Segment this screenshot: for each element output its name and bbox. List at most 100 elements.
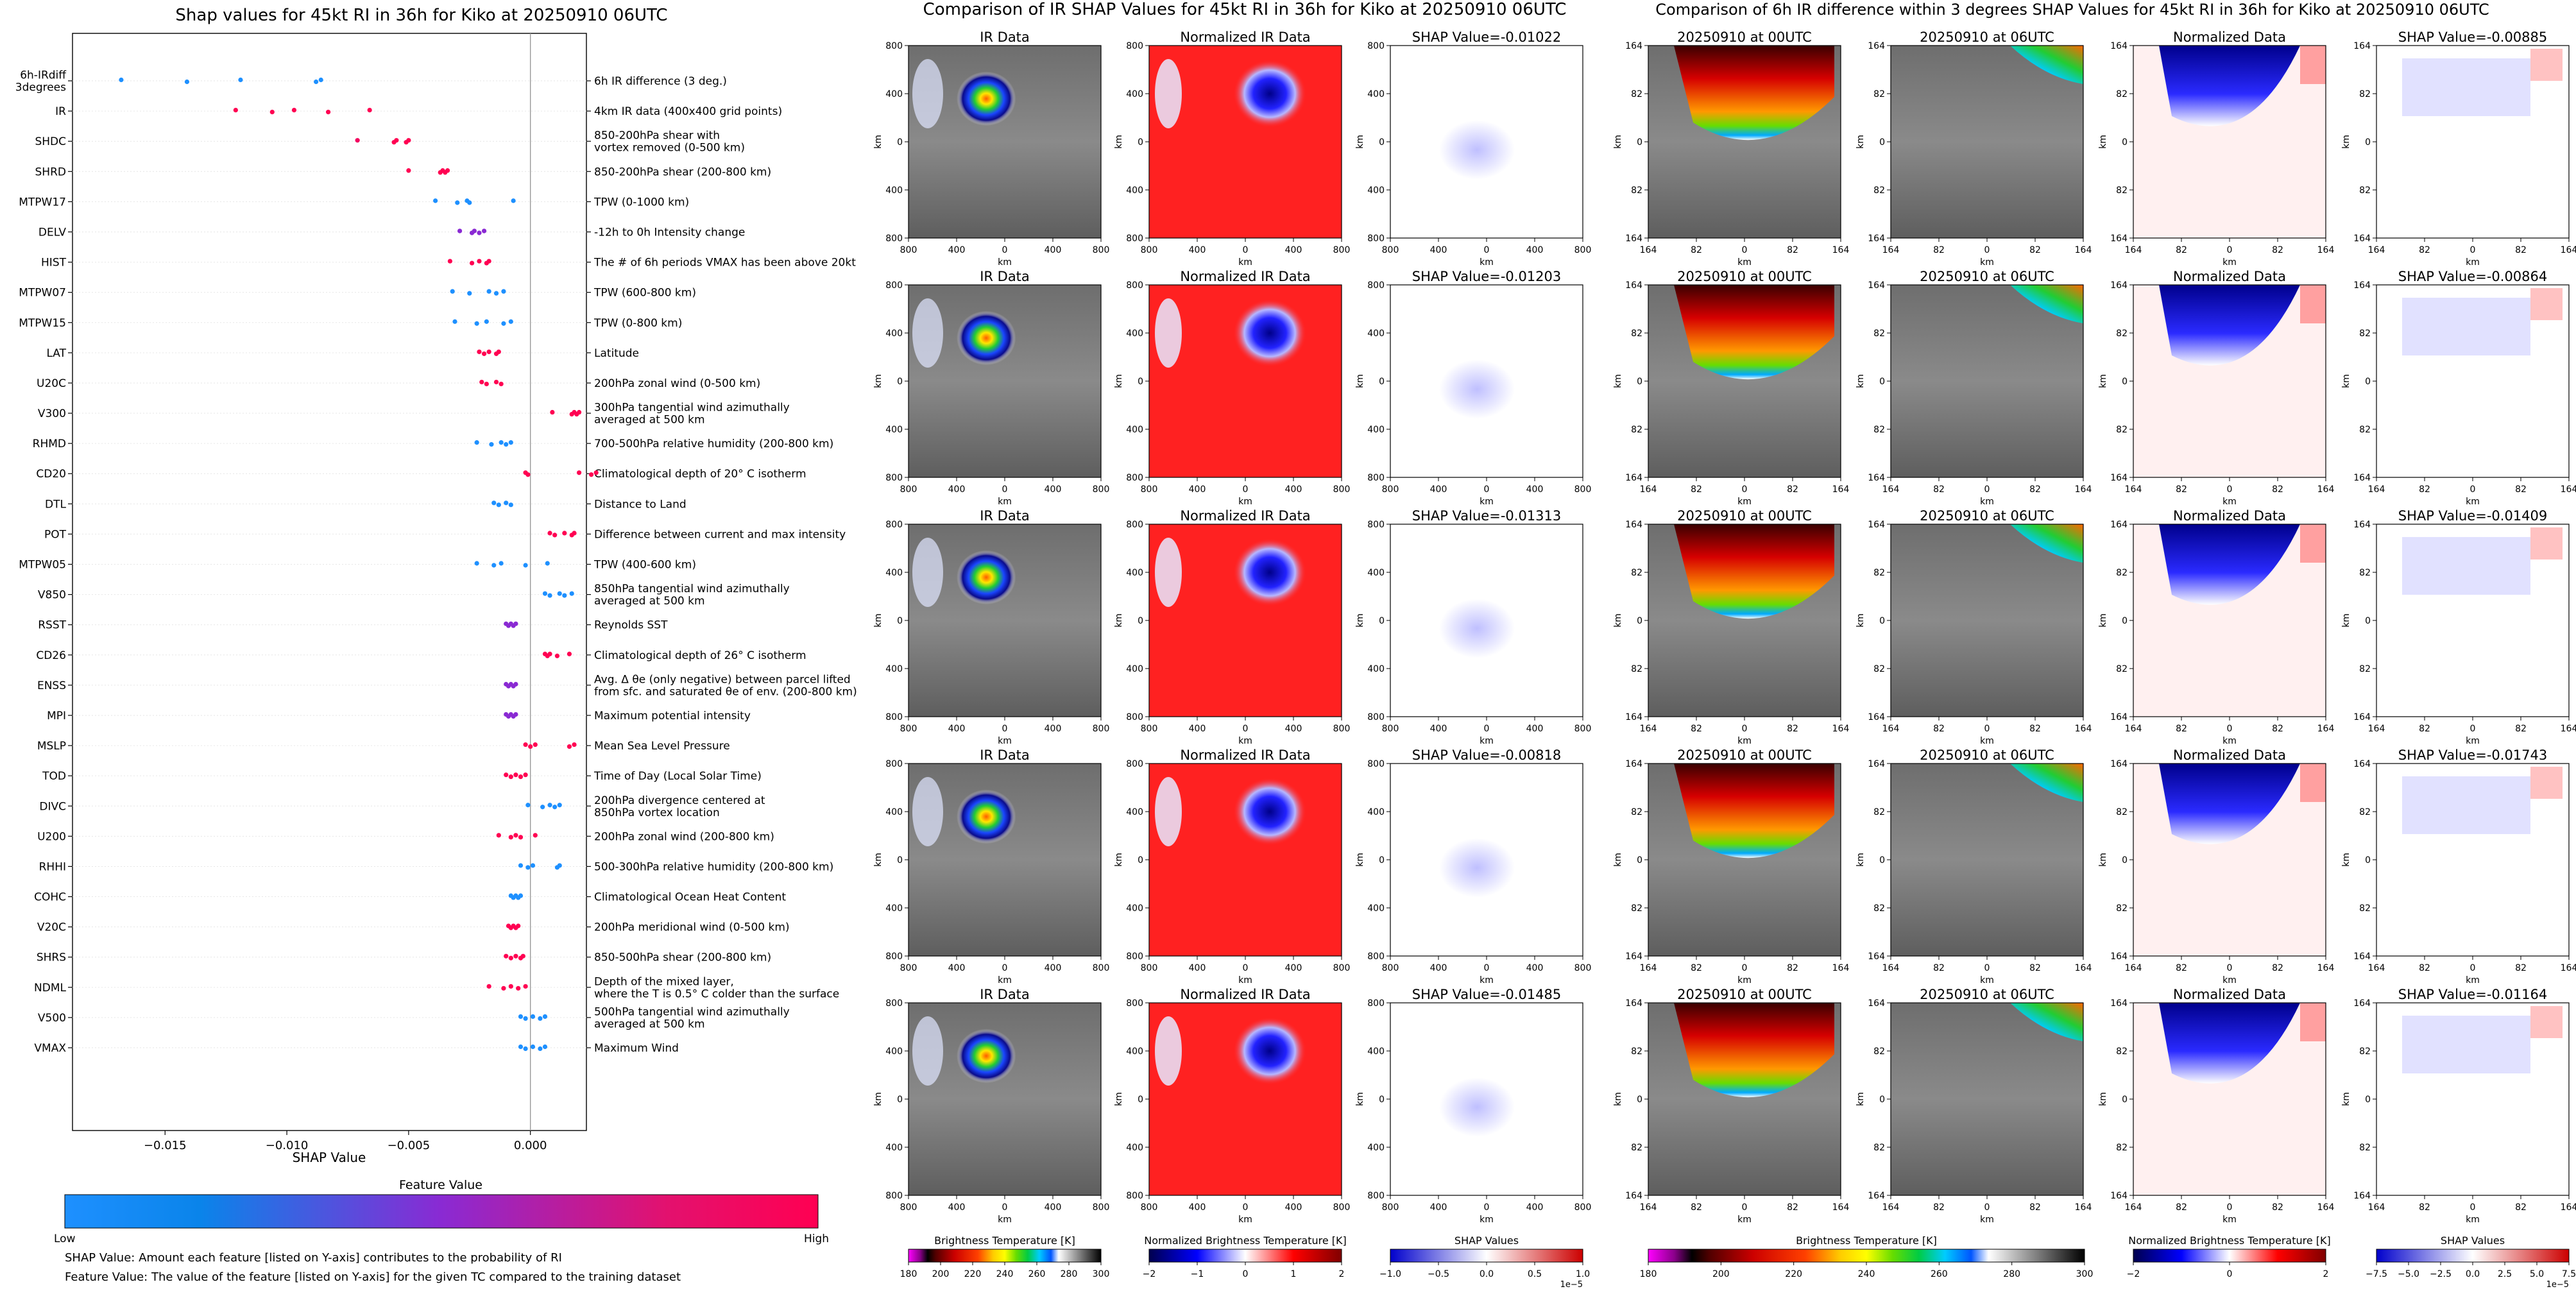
y-tick-label: 800: [1367, 1191, 1385, 1201]
shap-point: [184, 79, 190, 85]
diff-background: [1891, 1003, 2083, 1195]
y-tick-label: 82: [2116, 903, 2128, 914]
colorbar-tick-label: 260: [1931, 1269, 1948, 1279]
shap-point: [533, 833, 538, 838]
x-tick-label: 164: [2317, 484, 2335, 495]
x-tick-label: 82: [2419, 724, 2430, 734]
feature-label: V500: [38, 1012, 66, 1025]
colorbar-gradient: [1648, 1249, 2085, 1263]
x-tick-label: 800: [1141, 1202, 1158, 1213]
y-tick-label: 164: [2353, 234, 2371, 244]
y-tick-label: 0: [1138, 855, 1143, 866]
shap-point: [525, 803, 531, 808]
irdiff-shap-panel: SHAP Value=-0.01409 164 82 0 82 164 164 82 0 82 16…: [2341, 508, 2576, 746]
feature-description-line: 200hPa meridional wind (0-500 km): [594, 921, 790, 934]
diffshap-red-patch: [2530, 767, 2563, 799]
x-tick-label: 400: [948, 245, 966, 255]
feature-label: U200: [37, 830, 66, 843]
norm-cloud-band: [1155, 777, 1182, 846]
x-tick-label: 82: [2515, 484, 2527, 495]
y-tick-label: 400: [1126, 1143, 1143, 1153]
y-tick-label: 800: [1126, 759, 1143, 769]
y-tick-label: 82: [1631, 568, 1642, 578]
x-tick-label: 400: [1189, 245, 1206, 255]
colorbar-exponent: 1e−5: [1560, 1280, 1583, 1289]
x-tick-label: 0: [2227, 1202, 2233, 1213]
feature-description: 850-200hPa shear with vortex removed (0-5…: [594, 130, 745, 155]
y-tick-label: 164: [2110, 712, 2128, 722]
ir-storm-cloud: [935, 783, 1028, 867]
x-tick-label: 800: [1333, 724, 1351, 734]
y-tick-label: 164: [1625, 473, 1642, 483]
feature-label: MPI: [47, 710, 66, 722]
y-tick-label: 0: [2365, 616, 2371, 626]
y-tick-label: 400: [885, 89, 903, 99]
shap-point: [445, 168, 450, 173]
y-tick-label: 400: [1367, 807, 1385, 817]
panel-title: Normalized Data: [2173, 30, 2286, 45]
y-tick-label: 164: [2110, 473, 2128, 483]
x-tick-label: 0: [1243, 484, 1249, 495]
shap-point: [481, 228, 487, 234]
feature-label-line: HIST: [41, 257, 67, 269]
feature-label-line: V300: [38, 407, 66, 420]
shap-point: [457, 228, 463, 234]
y-tick-label: 800: [1126, 712, 1143, 722]
x-tick-label: 800: [1141, 245, 1158, 255]
x-tick-label: 164: [2125, 484, 2142, 495]
x-tick-label: 82: [1691, 724, 1702, 734]
y-tick-label: 400: [885, 664, 903, 674]
norm-storm: [1213, 1012, 1317, 1109]
colorbar-tick-label: 280: [1061, 1269, 1078, 1279]
diff-hot-region: [1674, 285, 1834, 380]
x-tick-label: 82: [1691, 245, 1702, 255]
feature-label-line: CD26: [36, 649, 66, 662]
x-tick-label: 800: [1333, 963, 1351, 973]
y-axis-label: km: [1114, 1092, 1124, 1106]
y-tick-label: 164: [1625, 952, 1642, 962]
y-tick-label: 82: [2116, 425, 2128, 435]
feature-description: 300hPa tangential wind azimuthally averag…: [594, 402, 790, 427]
shap-point: [355, 138, 360, 143]
x-tick-label: 164: [2368, 245, 2385, 255]
y-tick-label: 164: [1868, 41, 1885, 51]
x-tick-label: 0: [1742, 1202, 1748, 1213]
y-tick-label: 800: [885, 998, 903, 1009]
shap-point: [516, 986, 521, 991]
x-tick-label: 82: [2176, 963, 2187, 973]
y-tick-label: 0: [1379, 377, 1385, 387]
x-tick-label: 164: [2368, 724, 2385, 734]
x-tick-label: 400: [1045, 1202, 1062, 1213]
x-tick-label: 82: [2176, 1202, 2187, 1213]
panel-title: Normalized IR Data: [1180, 30, 1310, 45]
y-axis-label: km: [1613, 135, 1623, 149]
x-axis-label: km: [1480, 497, 1494, 507]
panel-title: Normalized IR Data: [1180, 987, 1310, 1002]
shap-value-title: SHAP Value=-0.00864: [2398, 269, 2548, 284]
y-tick-label: 82: [2359, 329, 2371, 339]
feature-description: Climatological Ocean Heat Content: [594, 891, 786, 904]
y-tick-label: 164: [2110, 520, 2128, 530]
x-tick-label: 164: [1882, 245, 1900, 255]
feature-description: The # of 6h periods VMAX has been above …: [593, 257, 856, 269]
x-tick-label: 164: [2075, 245, 2092, 255]
ir-storm-cloud: [935, 304, 1028, 389]
y-tick-label: 0: [897, 377, 903, 387]
x-tick-label: 164: [1832, 724, 1850, 734]
panel-title: 20250910 at 00UTC: [1677, 987, 1812, 1002]
colorbar-tick-label: 240: [1858, 1269, 1875, 1279]
y-tick-label: 82: [1873, 1046, 1885, 1057]
x-tick-label: 0: [1002, 245, 1008, 255]
x-tick-label: 0: [1984, 724, 1990, 734]
y-tick-label: 82: [2116, 568, 2128, 578]
y-tick-label: 164: [2353, 759, 2371, 769]
y-tick-label: 0: [1138, 137, 1143, 148]
ir-cloud-band: [912, 1016, 943, 1086]
shap-point: [491, 563, 497, 568]
